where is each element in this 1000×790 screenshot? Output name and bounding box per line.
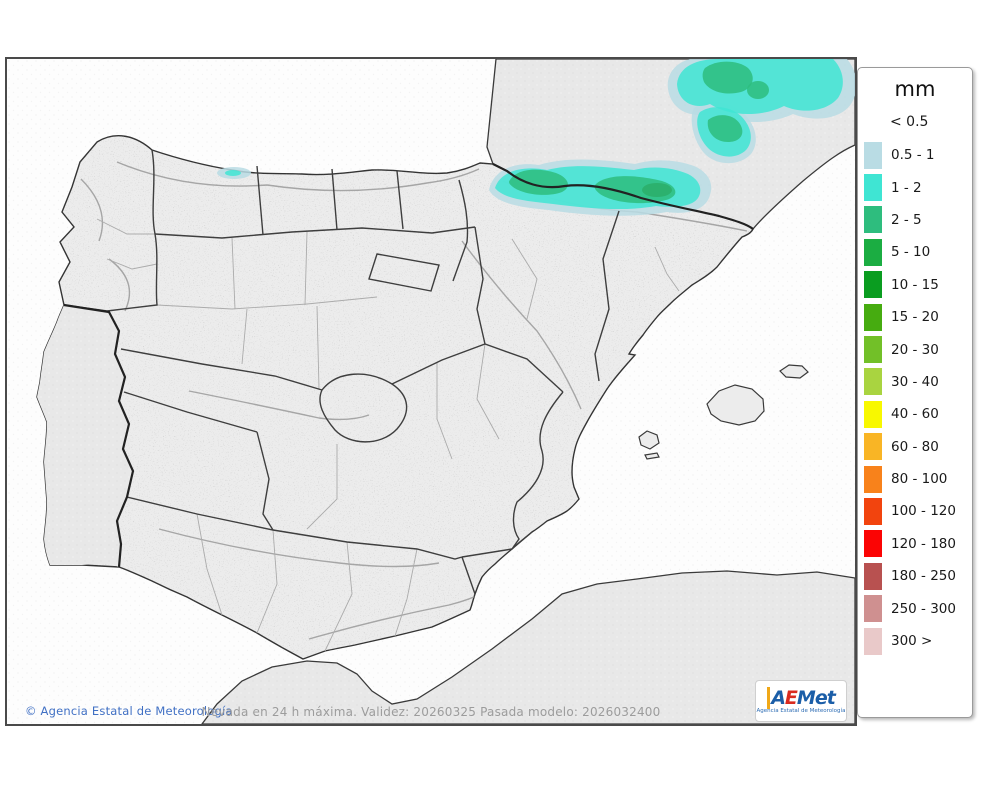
legend-label: 10 - 15 [891, 276, 939, 293]
legend-label: 15 - 20 [891, 309, 939, 326]
snow-area-pyrenees-west-core [509, 169, 568, 195]
africa-land [201, 570, 855, 724]
legend-swatch [864, 368, 882, 396]
ridge-iberico [461, 240, 582, 410]
legend-label-below-min: < 0.5 [890, 114, 929, 130]
legend-swatch [864, 271, 882, 299]
legend-entry: 10 - 15 [858, 269, 972, 301]
snow-areas [217, 59, 855, 216]
legend-swatch [864, 206, 882, 234]
legend-entry: 0.5 - 1 [858, 139, 972, 171]
legend-swatch [864, 433, 882, 461]
legend-swatch [864, 336, 882, 364]
legend-entry: 180 - 250 [858, 560, 972, 592]
legend-entry: 5 - 10 [858, 236, 972, 268]
legend-swatch [864, 627, 882, 655]
spain-snowfall-map [7, 59, 855, 724]
legend-swatch [864, 141, 882, 169]
legend-label: 250 - 300 [891, 600, 956, 617]
legend-label: 40 - 60 [891, 406, 939, 423]
legend-swatch [864, 497, 882, 525]
legend-entry: 20 - 30 [858, 333, 972, 365]
legend-label: 60 - 80 [891, 438, 939, 455]
legend-entry: 30 - 40 [858, 366, 972, 398]
aemet-logo-met: Met [796, 686, 836, 709]
ibiza-island [638, 430, 660, 450]
legend-swatch [864, 530, 882, 558]
aemet-logo-word: AEMet [767, 686, 836, 709]
legend-entry: 80 - 100 [858, 463, 972, 495]
ridge-morena [158, 528, 440, 568]
snow-area-cantabria [225, 170, 241, 176]
map-caption: Nevada en 24 h máxima. Validez: 20260325… [201, 705, 661, 719]
ridge-central [188, 390, 370, 421]
border-spain-portugal [63, 303, 135, 568]
legend-entry: 100 - 120 [858, 495, 972, 527]
legend-swatch [864, 400, 882, 428]
snow-area-pyrenees-dark-core [642, 183, 672, 197]
legend-entry: 300 > [858, 625, 972, 657]
ridge-galicia [80, 178, 131, 312]
copyright-text: © Agencia Estatal de Meteorología [25, 704, 233, 718]
legend-label: 30 - 40 [891, 373, 939, 390]
legend-label: 1 - 2 [891, 179, 922, 196]
portugal-land [37, 305, 133, 567]
weather-map-frame: © Agencia Estatal de Meteorología Nevada… [5, 57, 857, 726]
legend-swatch [864, 303, 882, 331]
legend-label: 20 - 30 [891, 341, 939, 358]
legend-swatch [864, 465, 882, 493]
legend-entry: 120 - 180 [858, 528, 972, 560]
mallorca-island [706, 384, 765, 426]
ridge-cantabrica [116, 161, 480, 192]
legend-swatch [864, 595, 882, 623]
legend-label: 80 - 100 [891, 471, 948, 488]
region-boundaries [63, 149, 620, 595]
province-boundaries [96, 218, 680, 652]
snow-area-france-core-3 [707, 115, 743, 142]
precipitation-legend: mm < 0.5 0.5 - 1 1 - 2 2 - 5 5 - 10 10 - 15 1… [857, 67, 973, 718]
legend-entry: 250 - 300 [858, 592, 972, 624]
legend-rows: 0.5 - 1 1 - 2 2 - 5 5 - 10 10 - 15 15 - 20 20 … [858, 139, 972, 657]
legend-label: 2 - 5 [891, 211, 922, 228]
legend-label: 300 > [891, 633, 933, 650]
legend-label: 0.5 - 1 [891, 147, 935, 164]
legend-entry: 60 - 80 [858, 431, 972, 463]
legend-label: 180 - 250 [891, 568, 956, 585]
border-spain-france [492, 163, 754, 230]
legend-entry: 40 - 60 [858, 398, 972, 430]
balearic-islands [638, 364, 809, 460]
legend-title: mm [894, 77, 936, 101]
aemet-logo-subtitle: Agencia Estatal de Meteorología [756, 707, 846, 714]
menorca-island [779, 364, 809, 379]
legend-swatch [864, 238, 882, 266]
legend-label: 100 - 120 [891, 503, 956, 520]
aemet-logo: AEMet Agencia Estatal de Meteorología [755, 680, 847, 722]
aemet-logo-letter-a: A [767, 686, 786, 709]
legend-entry: 1 - 2 [858, 171, 972, 203]
legend-label: 5 - 10 [891, 244, 931, 261]
legend-swatch [864, 562, 882, 590]
legend-entry: 15 - 20 [858, 301, 972, 333]
legend-swatch [864, 174, 882, 202]
snow-area-france-core-1 [702, 61, 753, 94]
aemet-logo-letter-e: E [784, 686, 798, 709]
legend-entry: 2 - 5 [858, 204, 972, 236]
formentera-island [644, 452, 660, 460]
legend-label: 120 - 180 [891, 535, 956, 552]
snow-area-france-core-2 [747, 81, 769, 99]
